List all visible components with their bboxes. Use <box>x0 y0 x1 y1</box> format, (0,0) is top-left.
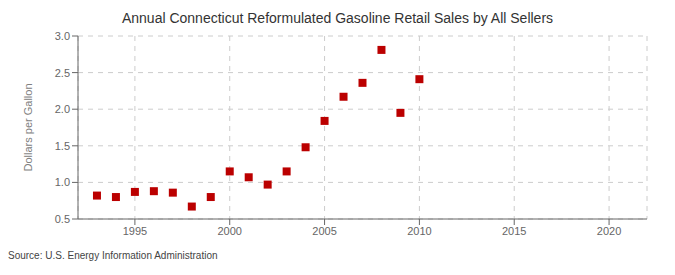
svg-text:3.0: 3.0 <box>55 30 70 42</box>
svg-text:1.0: 1.0 <box>55 176 70 188</box>
svg-text:2020: 2020 <box>597 225 621 237</box>
html-text:Source: U.S. Energy Informatio: Source: U.S. Energy Information Administ… <box>8 250 218 261</box>
svg-text:1.5: 1.5 <box>55 140 70 152</box>
svg-text:2015: 2015 <box>502 225 526 237</box>
html-text:Annual Connecticut Reformulate: Annual Connecticut Reformulated Gasoline… <box>121 10 554 26</box>
svg-text:1995: 1995 <box>123 225 147 237</box>
svg-text:2.5: 2.5 <box>55 67 70 79</box>
svg-text:0.5: 0.5 <box>55 213 70 225</box>
svg-text:2000: 2000 <box>217 225 241 237</box>
svg-text:Dollars per Gallon: Dollars per Gallon <box>22 83 34 171</box>
svg-text:2010: 2010 <box>407 225 431 237</box>
svg-text:2005: 2005 <box>312 225 336 237</box>
svg-text:2.0: 2.0 <box>55 103 70 115</box>
